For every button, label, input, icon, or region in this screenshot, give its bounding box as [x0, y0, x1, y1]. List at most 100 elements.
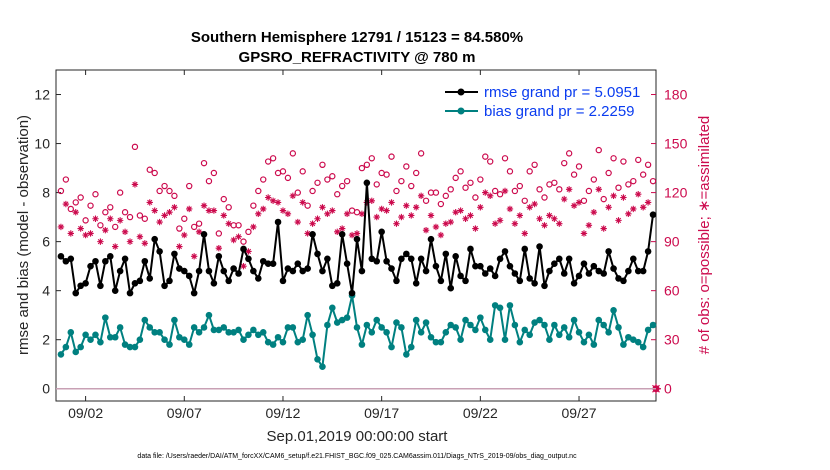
possible-obs-point [388, 153, 395, 160]
assimilated-obs-point [289, 192, 297, 200]
assimilated-obs-point [136, 233, 144, 240]
possible-obs-point [324, 176, 331, 183]
bias-point [432, 338, 440, 346]
bias-point [220, 324, 228, 331]
possible-obs-point [373, 181, 380, 188]
bias-point [141, 316, 149, 324]
rmse-point [580, 260, 588, 267]
possible-obs-point [82, 217, 89, 224]
possible-obs-point [649, 177, 657, 185]
rmse-point [634, 267, 642, 275]
rmse-point [215, 253, 223, 260]
assimilated-obs-point [329, 207, 336, 214]
assimilated-obs-point [551, 215, 558, 222]
rmse-point [531, 280, 538, 287]
assimilated-obs-point [294, 218, 301, 226]
bias-point [230, 329, 237, 336]
bias-point [190, 324, 198, 331]
possible-obs-point [205, 177, 213, 185]
y-tick-label: 6 [42, 234, 50, 250]
possible-obs-point [590, 176, 598, 183]
assimilated-obs-point [102, 226, 109, 234]
bias-point [422, 319, 430, 326]
possible-obs-point [496, 191, 504, 198]
rmse-point [57, 253, 65, 260]
bias-point [185, 341, 193, 348]
assimilated-obs-point [215, 244, 223, 252]
possible-obs-point [630, 177, 637, 185]
bias-point [333, 319, 341, 326]
bias-point [472, 326, 479, 334]
rmse-point [526, 275, 533, 282]
possible-obs-point [141, 215, 149, 222]
assimilated-obs-point [240, 262, 247, 270]
assimilated-obs-point [146, 199, 153, 206]
bias-point [255, 331, 262, 339]
rmse-point [324, 255, 331, 263]
bias-point [368, 329, 376, 336]
possible-obs-point [77, 194, 84, 201]
assimilated-obs-point [412, 204, 420, 211]
possible-obs-point [644, 161, 652, 169]
bias-point [299, 336, 307, 344]
right-tick-label: 0 [664, 381, 672, 397]
possible-obs-point [343, 177, 351, 185]
rmse-point [190, 289, 198, 297]
assimilated-obs-point [205, 207, 213, 214]
bias-point [171, 316, 178, 324]
assimilated-obs-point [171, 204, 178, 211]
legend-rmse-label: rmse grand pr = 5.0951 [484, 84, 640, 101]
possible-obs-point [551, 179, 558, 186]
footnote: data file: /Users/raeder/DAI/ATM_forcXX/… [137, 453, 577, 460]
assimilated-obs-point [220, 212, 227, 219]
rmse-point [536, 243, 543, 250]
bias-point [235, 326, 242, 334]
y-tick-label: 0 [42, 381, 50, 397]
rmse-point [467, 245, 474, 253]
bias-point [580, 338, 588, 346]
bias-point [575, 329, 583, 336]
possible-obs-point [447, 186, 454, 193]
assimilated-obs-point [260, 205, 267, 213]
rmse-point [240, 245, 247, 253]
bias-point [481, 326, 489, 334]
bias-point [62, 343, 70, 351]
rmse-point [437, 277, 445, 285]
possible-obs-point [570, 171, 578, 178]
rmse-point [427, 235, 435, 243]
assimilated-obs-point [62, 200, 70, 208]
rmse-point [348, 289, 356, 297]
y-tick-label: 2 [42, 332, 50, 348]
bias-point [630, 336, 637, 344]
possible-obs-point [477, 176, 484, 183]
assimilated-obs-point [210, 207, 218, 214]
possible-obs-point [482, 153, 489, 160]
possible-obs-point [97, 222, 104, 229]
assimilated-obs-point [190, 253, 198, 260]
rmse-point [383, 257, 390, 265]
possible-obs-point [240, 238, 247, 245]
rmse-point [166, 277, 173, 285]
y-tick-label: 8 [42, 185, 50, 201]
rmse-point [560, 270, 568, 277]
assimilated-obs-point [605, 204, 612, 211]
possible-obs-point [417, 150, 425, 157]
assimilated-obs-point [521, 230, 528, 237]
rmse-point [255, 275, 262, 282]
assimilated-obs-point [245, 248, 252, 255]
possible-obs-point [269, 155, 277, 162]
rmse-point [329, 282, 336, 290]
assimilated-obs-point [181, 231, 188, 239]
assimilated-obs-point [121, 228, 129, 236]
bias-point [161, 336, 168, 344]
rmse-point [417, 255, 425, 263]
possible-obs-point [136, 212, 144, 219]
assimilated-obs-point [373, 213, 380, 221]
assimilated-obs-point [299, 199, 306, 206]
possible-obs-point [200, 159, 208, 167]
bias-point [639, 343, 647, 351]
assimilated-obs-point [491, 220, 499, 227]
bias-point [210, 326, 218, 334]
possible-obs-point [107, 204, 114, 211]
possible-obs-point [541, 194, 548, 201]
